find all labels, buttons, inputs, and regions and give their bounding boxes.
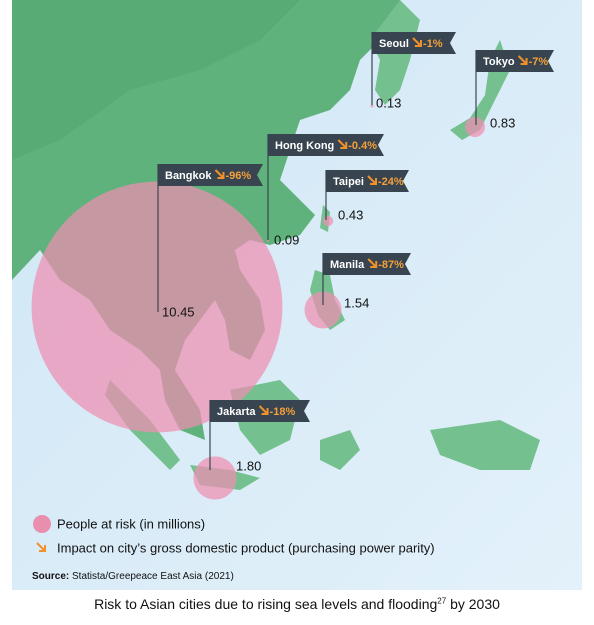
city-name: Jakarta [217, 406, 256, 418]
caption-text: Risk to Asian cities due to rising sea l… [94, 596, 438, 612]
gdp-impact: -7% [529, 56, 549, 68]
caption-suffix: by 2030 [446, 596, 500, 612]
impact-icon [337, 139, 348, 149]
flag [476, 50, 554, 72]
people-value: 10.45 [162, 304, 195, 319]
flag-label: Seoul -1% [379, 38, 443, 50]
people-bubble [193, 456, 237, 500]
people-bubble [31, 181, 283, 433]
flag-label: Manila -87% [330, 259, 404, 271]
source: Source: Statista/Greepeace East Asia (20… [32, 571, 234, 582]
city-name: Tokyo [483, 56, 515, 68]
impact-icon [412, 37, 422, 47]
people-bubble [370, 104, 374, 108]
legend-impact: Impact on city’s gross domestic product … [57, 540, 435, 555]
flag-label: Bangkok -96% [165, 170, 251, 182]
impact-icon [517, 55, 528, 65]
city-name: Hong Kong [275, 140, 334, 152]
city-name: Taipei [333, 176, 364, 188]
legend-people-swatch [33, 515, 51, 533]
caption-note: 27 [437, 596, 447, 606]
people-value: 1.80 [236, 458, 261, 473]
people-bubble [465, 117, 485, 137]
cities: Seoul -1% 0.13 Tokyo -7% 0.83 Hong Kong -0.4% 0.… [31, 32, 554, 500]
flag [158, 164, 263, 186]
gdp-impact: -24% [378, 176, 404, 188]
flag [372, 32, 456, 54]
impact-icon [214, 169, 225, 179]
people-value: 1.54 [344, 295, 369, 310]
legend-people: People at risk (in millions) [57, 516, 205, 531]
source-text: Statista/Greepeace East Asia (2021) [72, 571, 234, 582]
gdp-impact: -0.4% [348, 140, 377, 152]
impact-icon [367, 175, 377, 185]
flag [210, 400, 310, 422]
gdp-impact: -18% [270, 406, 296, 418]
gdp-impact: -87% [378, 259, 404, 271]
people-value: 0.09 [274, 232, 299, 247]
legend: People at risk (in millions) Impact on c… [33, 515, 435, 555]
flag [323, 253, 411, 275]
people-bubble [322, 215, 334, 227]
gdp-impact: -1% [423, 38, 443, 50]
city-name: Manila [330, 259, 365, 271]
bubbles [31, 104, 485, 500]
people-bubble [304, 291, 342, 329]
people-value: 0.83 [490, 115, 515, 130]
impact-icon [258, 405, 269, 415]
people-value: 0.13 [376, 95, 401, 110]
source-label: Source: [32, 571, 69, 582]
flag-label: Tokyo -7% [483, 56, 548, 68]
flag-label: Jakarta -18% [217, 406, 295, 418]
city-name: Bangkok [165, 170, 212, 182]
flag [268, 134, 384, 156]
legend-impact-icon [36, 542, 46, 552]
caption: Risk to Asian cities due to rising sea l… [0, 596, 594, 612]
gdp-impact: -96% [225, 170, 251, 182]
flag [326, 170, 409, 192]
people-value: 0.43 [338, 207, 363, 222]
map: Seoul -1% 0.13 Tokyo -7% 0.83 Hong Kong -0.4% 0.… [12, 0, 582, 590]
impact-icon [367, 258, 378, 268]
flag-label: Taipei -24% [333, 176, 404, 188]
city-name: Seoul [379, 38, 409, 50]
flag-label: Hong Kong -0.4% [275, 140, 377, 152]
people-bubble [266, 239, 270, 243]
